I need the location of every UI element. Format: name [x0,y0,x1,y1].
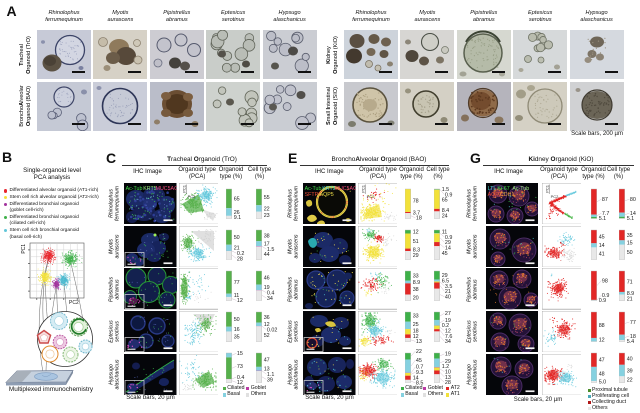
svg-text:PC1: PC1 [360,184,365,193]
svg-text:23: 23 [263,213,269,219]
svg-text:77: 77 [234,280,240,286]
svg-text:12: 12 [237,298,243,304]
svg-text:35: 35 [234,335,240,341]
svg-text:22: 22 [263,206,269,212]
svg-text:1.1: 1.1 [266,372,274,378]
svg-text:17: 17 [263,241,269,247]
svg-text:73: 73 [237,364,243,370]
svg-text:44: 44 [263,252,269,258]
svg-text:PC2: PC2 [187,194,196,199]
svg-text:0.2: 0.2 [237,251,245,257]
svg-text:36: 36 [263,315,269,321]
svg-text:65: 65 [234,196,240,202]
svg-text:34: 34 [266,296,272,302]
svg-text:19: 19 [263,285,269,291]
svg-text:11: 11 [234,293,240,299]
svg-text:MUC5AC: MUC5AC [335,186,356,192]
svg-text:KRT5: KRT5 [322,186,335,192]
svg-text:55: 55 [263,195,269,201]
svg-text:AQP5: AQP5 [320,192,334,198]
svg-text:0.4: 0.4 [237,375,245,381]
svg-text:Ac-Tub: Ac-Tub [126,186,143,192]
svg-text:26: 26 [234,210,240,216]
svg-text:1.5: 1.5 [266,247,274,253]
svg-text:21: 21 [234,246,240,252]
svg-text:PC2: PC2 [366,194,375,199]
svg-text:52: 52 [263,333,269,339]
svg-text:KRT5: KRT5 [143,186,156,192]
svg-text:SFTPC: SFTPC [305,192,322,198]
svg-text:28: 28 [237,256,243,262]
svg-text:Ac-Tub: Ac-Tub [305,186,322,192]
svg-text:15: 15 [237,351,243,357]
svg-text:0.4: 0.4 [266,291,274,297]
svg-text:39: 39 [266,378,272,384]
svg-text:38: 38 [263,233,269,239]
svg-text:50: 50 [234,235,240,241]
svg-text:50: 50 [234,317,240,323]
svg-text:12: 12 [237,381,243,387]
svg-text:PC1: PC1 [181,184,186,193]
svg-text:16: 16 [234,327,240,333]
svg-text:46: 46 [263,276,269,282]
svg-text:9.1: 9.1 [234,215,242,221]
svg-text:13: 13 [263,367,269,373]
svg-text:0.02: 0.02 [266,328,277,334]
svg-text:12: 12 [263,322,269,328]
svg-text:47: 47 [263,358,269,364]
svg-text:MUC5AC: MUC5AC [156,186,177,192]
